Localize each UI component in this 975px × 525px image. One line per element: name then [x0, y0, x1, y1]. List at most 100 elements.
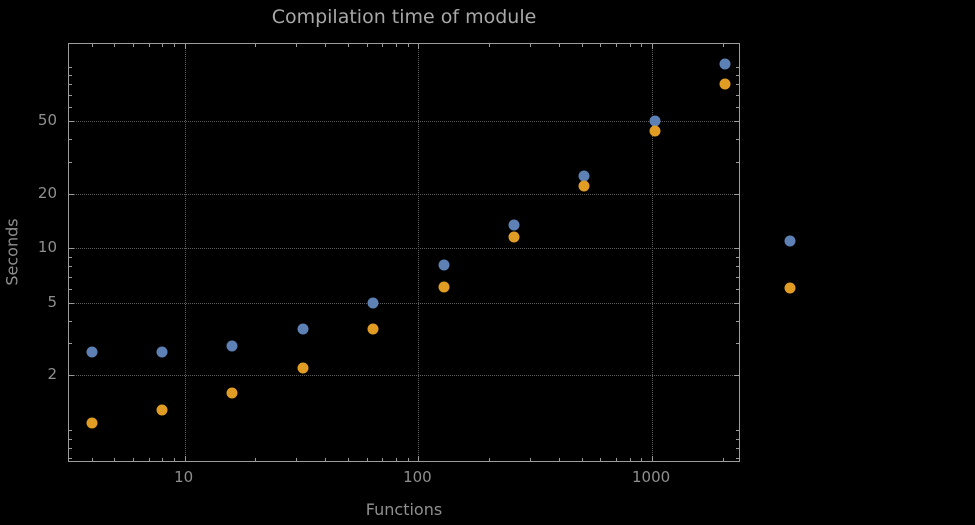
x-tick-mark [255, 458, 256, 461]
x-tick-mark [395, 458, 397, 461]
data-point-series-2 [649, 125, 660, 137]
x-tick-label: 10 [174, 468, 194, 486]
x-axis-label: Functions [365, 500, 443, 519]
y-tick-mark [69, 66, 72, 68]
y-tick-mark [736, 276, 739, 278]
x-tick-label: 1000 [632, 468, 671, 486]
x-tick-mark [529, 458, 531, 461]
x-tick-mark [407, 458, 409, 461]
y-tick-mark [69, 375, 74, 377]
y-tick-mark [69, 303, 74, 305]
data-point-series-2 [578, 180, 590, 192]
x-tick-mark [488, 44, 490, 47]
x-tick-mark [366, 44, 368, 47]
y-tick-mark [69, 266, 72, 267]
x-tick-mark [184, 456, 186, 461]
x-tick-mark [255, 44, 256, 47]
data-point-series-1 [226, 340, 238, 352]
y-tick-mark [736, 161, 739, 163]
x-tick-mark [529, 44, 531, 47]
data-point-series-1 [156, 346, 168, 358]
x-tick-mark [296, 458, 298, 461]
data-point-series-2 [508, 231, 520, 243]
y-tick-mark [734, 121, 739, 123]
y-tick-mark [736, 447, 739, 449]
y-tick-mark [736, 343, 739, 345]
x-tick-mark [641, 458, 643, 461]
x-tick-mark [148, 44, 150, 47]
x-tick-mark [148, 458, 150, 461]
x-tick-mark [325, 458, 327, 461]
x-gridline [418, 44, 420, 461]
y-gridline [69, 193, 739, 195]
y-tick-mark [69, 94, 72, 96]
data-point-series-1 [578, 170, 590, 182]
x-tick-mark [559, 458, 561, 461]
x-tick-mark [174, 458, 175, 461]
data-point-series-1 [367, 297, 379, 309]
y-tick-mark [736, 288, 739, 290]
x-tick-mark [407, 44, 409, 47]
chart-title: Compilation time of module [271, 6, 537, 28]
y-tick-label: 2 [47, 365, 57, 384]
x-tick-mark [382, 458, 384, 461]
y-gridline [69, 121, 739, 123]
legend-marker-series-2 [784, 282, 796, 294]
y-tick-mark [736, 66, 739, 68]
y-tick-mark [69, 121, 74, 123]
x-tick-mark [488, 458, 490, 461]
x-tick-mark [418, 456, 420, 461]
x-tick-mark [132, 458, 134, 461]
data-point-series-2 [438, 281, 449, 293]
y-tick-mark [736, 320, 739, 322]
y-tick-label: 5 [47, 293, 57, 312]
x-tick-mark [581, 458, 583, 461]
y-tick-mark [736, 84, 739, 86]
y-tick-label: 20 [37, 183, 57, 202]
data-point-series-2 [297, 362, 309, 374]
y-tick-mark [69, 288, 72, 290]
y-tick-mark [736, 438, 739, 440]
y-tick-mark [736, 266, 739, 267]
y-tick-mark [736, 256, 739, 258]
data-point-series-1 [438, 259, 449, 271]
y-tick-mark [69, 343, 72, 345]
y-tick-mark [69, 276, 72, 278]
y-tick-mark [734, 193, 739, 195]
plot-area [68, 43, 740, 462]
y-tick-mark [69, 438, 72, 440]
x-tick-mark [382, 44, 384, 47]
y-tick-mark [736, 94, 739, 96]
x-tick-mark [296, 44, 298, 47]
x-tick-mark [615, 458, 617, 461]
x-tick-mark [600, 458, 602, 461]
x-tick-mark [629, 44, 631, 47]
y-tick-mark [734, 248, 739, 250]
y-tick-mark [69, 106, 72, 108]
y-tick-mark [69, 320, 72, 322]
x-tick-mark [162, 458, 163, 461]
y-tick-mark [736, 106, 739, 108]
data-point-series-2 [226, 387, 238, 399]
y-tick-label: 50 [37, 111, 57, 130]
y-gridline [69, 303, 739, 305]
y-tick-mark [69, 161, 72, 163]
x-tick-mark [114, 44, 116, 47]
x-tick-mark [418, 44, 420, 49]
x-tick-mark [600, 44, 602, 47]
x-gridline [652, 44, 654, 461]
y-tick-mark [736, 430, 739, 432]
data-point-series-2 [367, 323, 379, 335]
x-tick-mark [652, 44, 654, 49]
y-tick-mark [736, 138, 739, 140]
x-tick-mark [348, 458, 349, 461]
y-tick-mark [734, 375, 739, 377]
y-tick-mark [69, 248, 74, 250]
x-tick-mark [174, 44, 175, 47]
y-tick-mark [69, 193, 74, 195]
x-tick-mark [652, 456, 654, 461]
y-tick-mark [69, 138, 72, 140]
x-tick-mark [395, 44, 397, 47]
data-point-series-2 [86, 417, 98, 429]
